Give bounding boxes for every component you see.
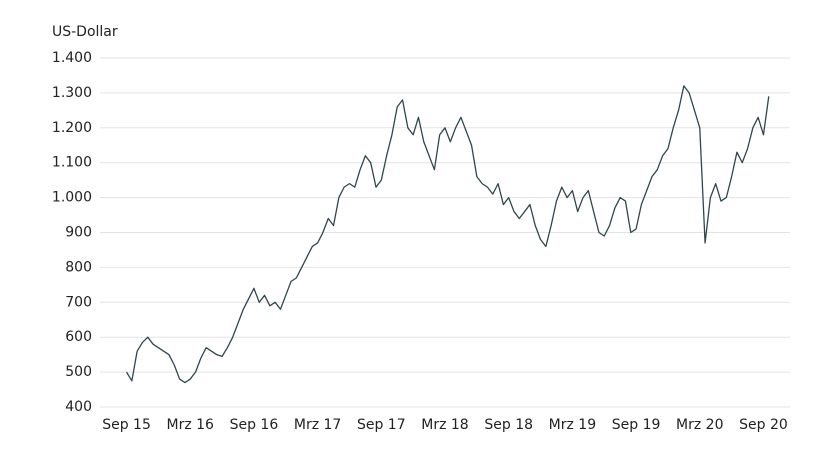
x-tick-label: Sep 17: [357, 417, 406, 433]
x-tick-label: Sep 19: [612, 417, 661, 433]
x-tick-label: Mrz 19: [549, 417, 596, 433]
x-tick-label: Mrz 17: [294, 417, 341, 433]
y-tick-label: 800: [65, 259, 92, 275]
x-tick-label: Sep 16: [230, 417, 279, 433]
y-tick-label: 1.100: [52, 155, 92, 171]
y-tick-label: 500: [65, 364, 92, 380]
y-tick-label: 400: [65, 399, 92, 415]
x-tick-label: Mrz 18: [421, 417, 468, 433]
y-tick-label: 1.200: [52, 120, 92, 136]
y-tick-label: 1.300: [52, 85, 92, 101]
x-tick-label: Sep 20: [739, 417, 788, 433]
y-tick-label: 600: [65, 329, 92, 345]
x-tick-label: Mrz 20: [676, 417, 723, 433]
y-tick-label: 1.400: [52, 50, 92, 66]
price-line: [125, 85, 770, 384]
y-axis-label: US-Dollar: [52, 24, 118, 40]
y-tick-label: 1.000: [52, 190, 92, 206]
y-tick-label: 700: [65, 294, 92, 310]
x-tick-label: Sep 15: [102, 417, 151, 433]
x-tick-label: Sep 18: [484, 417, 533, 433]
x-tick-label: Mrz 16: [167, 417, 215, 433]
y-tick-label: 900: [65, 225, 92, 241]
